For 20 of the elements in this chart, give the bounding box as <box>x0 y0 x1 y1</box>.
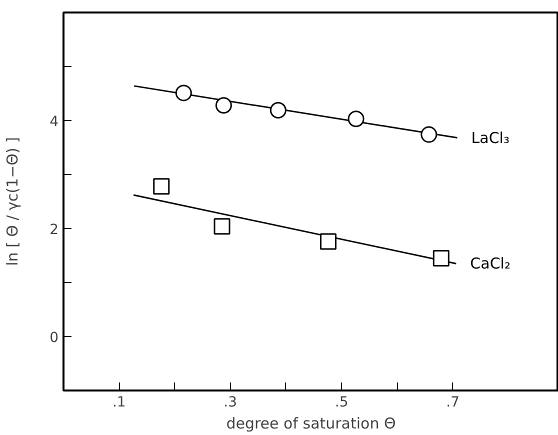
x-tick-label: .7 <box>446 394 460 410</box>
point <box>348 110 364 128</box>
point <box>320 233 336 250</box>
y-axis-title: ln [ Θ / γc(1−Θ) ] <box>4 137 22 266</box>
x-tick-label: .1 <box>112 394 126 410</box>
y-tick-label: 2 <box>50 222 59 238</box>
series-label: CaCl₂ <box>470 254 510 273</box>
x-tick-label: .5 <box>334 394 348 410</box>
point <box>432 250 450 266</box>
y-tick-label: 0 <box>50 330 59 346</box>
point <box>214 218 230 235</box>
y-tick-label: 4 <box>50 114 59 130</box>
point <box>153 178 170 195</box>
x-tick-label: .3 <box>224 394 238 410</box>
point <box>215 97 232 114</box>
point <box>420 126 438 143</box>
point <box>270 102 286 118</box>
point <box>175 84 192 102</box>
x-axis-title: degree of saturation Θ <box>226 414 396 432</box>
series-label: LaCl₃ <box>471 128 510 147</box>
